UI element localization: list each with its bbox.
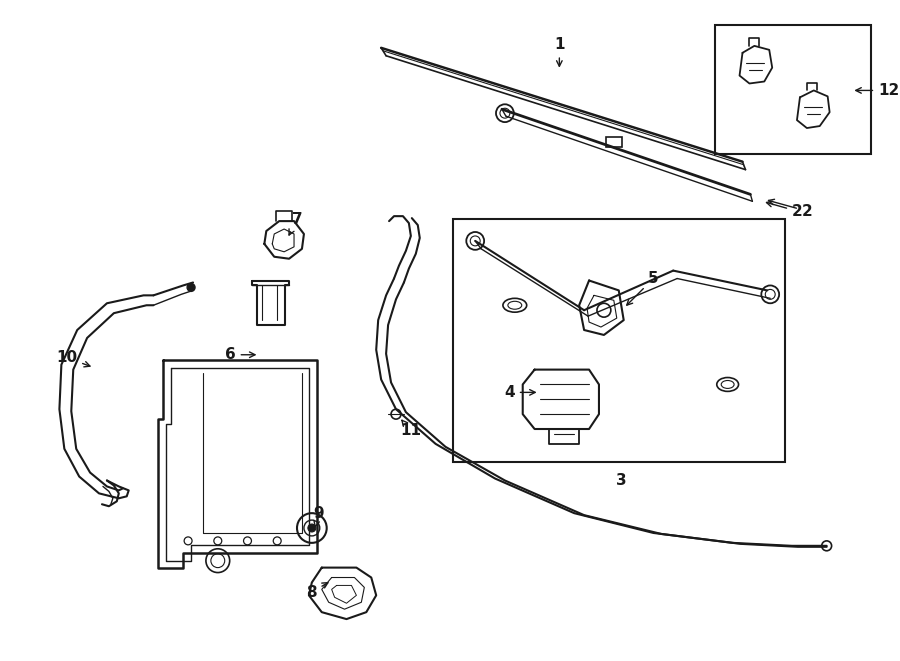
Text: 12: 12	[856, 83, 899, 98]
Text: 11: 11	[400, 420, 421, 438]
Text: 9: 9	[313, 506, 324, 527]
Text: 2: 2	[769, 199, 813, 219]
Bar	[715, 25, 871, 154]
Bar	[606, 137, 622, 147]
Bar	[454, 219, 785, 461]
Text: 4: 4	[504, 385, 536, 400]
Circle shape	[308, 524, 316, 532]
Circle shape	[187, 284, 195, 292]
Text: 2: 2	[767, 202, 803, 219]
Text: 7: 7	[289, 212, 302, 235]
Text: 5: 5	[626, 271, 659, 305]
Text: 1: 1	[554, 38, 564, 66]
Text: 8: 8	[306, 583, 328, 600]
Text: 3: 3	[616, 473, 627, 488]
Text: 6: 6	[225, 347, 255, 362]
Text: 10: 10	[56, 350, 90, 367]
